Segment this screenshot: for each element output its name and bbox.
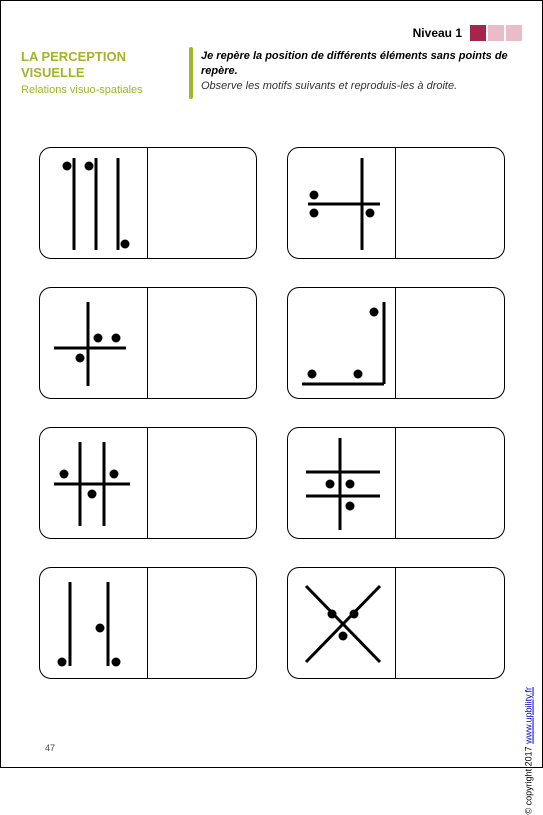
title-block: LA PERCEPTION VISUELLE Relations visuo-s…	[21, 49, 176, 96]
pattern-panel	[288, 568, 396, 678]
page-number: 47	[45, 743, 55, 753]
exercise-grid	[39, 147, 504, 679]
level-box	[470, 25, 486, 41]
level-header: Niveau 1	[413, 25, 522, 41]
exercise-card	[287, 147, 505, 259]
copyright-link[interactable]: www.upbility.fr	[524, 687, 534, 744]
pattern-panel	[40, 288, 148, 398]
pattern-panel	[40, 428, 148, 538]
exercise-card	[287, 567, 505, 679]
pattern-panel	[40, 568, 148, 678]
answer-panel	[148, 288, 256, 398]
exercise-card	[39, 567, 257, 679]
pattern-panel	[288, 288, 396, 398]
copyright: © copyright 2017 www.upbility.fr	[524, 687, 534, 815]
level-boxes	[470, 25, 522, 41]
exercise-card	[287, 287, 505, 399]
instruction-bold: Je repère la position de différents élém…	[201, 50, 508, 77]
answer-panel	[148, 428, 256, 538]
pattern-panel	[40, 148, 148, 258]
level-box	[506, 25, 522, 41]
instructions: Je repère la position de différents élém…	[201, 49, 522, 94]
answer-panel	[396, 428, 504, 538]
pattern-panel	[288, 148, 396, 258]
exercise-card	[39, 287, 257, 399]
answer-panel	[396, 568, 504, 678]
accent-rule	[189, 47, 193, 99]
answer-panel	[396, 148, 504, 258]
page-title: LA PERCEPTION VISUELLE	[21, 49, 176, 80]
niveau-label: Niveau 1	[413, 26, 462, 40]
instruction-italic: Observe les motifs suivants et reproduis…	[201, 80, 457, 92]
answer-panel	[396, 288, 504, 398]
level-box	[488, 25, 504, 41]
exercise-card	[39, 147, 257, 259]
page-subtitle: Relations visuo-spatiales	[21, 84, 176, 96]
answer-panel	[148, 568, 256, 678]
exercise-card	[39, 427, 257, 539]
exercise-card	[287, 427, 505, 539]
copyright-text: © copyright 2017	[524, 744, 534, 815]
answer-panel	[148, 148, 256, 258]
pattern-panel	[288, 428, 396, 538]
